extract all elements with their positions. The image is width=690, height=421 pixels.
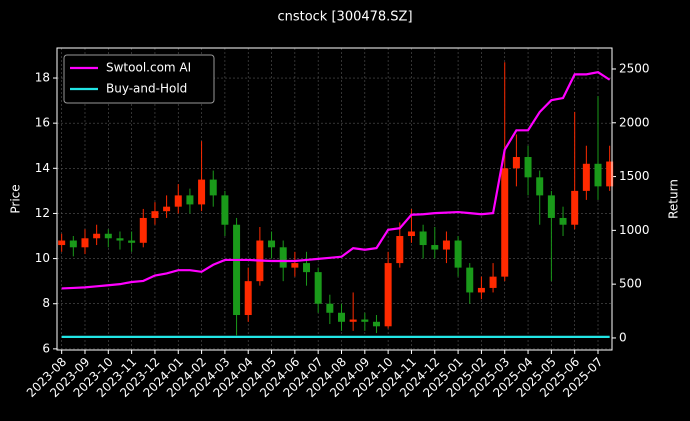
- legend-label: Swtool.com AI: [106, 61, 191, 75]
- candle-body: [524, 157, 532, 178]
- candle-body: [512, 157, 520, 169]
- candle-body: [268, 240, 276, 248]
- candle-body: [244, 281, 252, 316]
- y-tick-label: 6: [42, 341, 50, 355]
- y-tick-label: 16: [35, 116, 50, 130]
- candle-body: [407, 231, 415, 237]
- candle-body: [279, 247, 287, 268]
- candle-body: [477, 287, 485, 293]
- candle-body: [174, 195, 182, 207]
- candle-body: [431, 245, 439, 250]
- chart-title: cnstock [300478.SZ]: [277, 10, 412, 25]
- candle-body: [547, 195, 555, 218]
- candle-body: [594, 163, 602, 187]
- candle-body: [233, 224, 241, 316]
- candle-body: [198, 179, 206, 205]
- candle-body: [606, 161, 614, 187]
- y-axis-label: Price: [9, 184, 23, 213]
- candle-body: [396, 236, 404, 264]
- candle-body: [93, 233, 101, 239]
- candle-body: [384, 263, 392, 327]
- candle-body: [314, 272, 322, 304]
- candle-body: [361, 319, 369, 322]
- candle-body: [128, 240, 136, 243]
- candle-body: [139, 217, 147, 243]
- candle-body: [221, 195, 229, 225]
- candle-body: [81, 238, 89, 248]
- y2-tick-label: 0: [619, 330, 627, 344]
- candle-body: [442, 240, 450, 250]
- candle-body: [163, 206, 171, 212]
- y2-axis-label: Return: [667, 179, 681, 219]
- y-tick-label: 14: [35, 161, 50, 175]
- y-tick-label: 18: [35, 71, 50, 85]
- y2-tick-label: 2000: [619, 115, 650, 129]
- candle-body: [419, 231, 427, 246]
- candle-body: [209, 179, 217, 196]
- candle-body: [303, 263, 311, 273]
- candle-body: [559, 217, 567, 225]
- candle-body: [489, 276, 497, 288]
- candle-body: [104, 233, 112, 239]
- candle-body: [571, 190, 579, 225]
- candle-body: [582, 163, 590, 191]
- candle-body: [116, 238, 124, 241]
- candle-body: [466, 267, 474, 293]
- plot-frame: [56, 47, 613, 351]
- candle-body: [291, 263, 299, 268]
- y2-tick-label: 1500: [619, 169, 650, 183]
- candle-body: [349, 319, 357, 322]
- y-tick-label: 12: [35, 206, 50, 220]
- candle-body: [454, 240, 462, 268]
- legend-box: [63, 54, 215, 104]
- y-tick-label: 10: [35, 251, 50, 265]
- candle-body: [186, 195, 194, 205]
- y2-tick-label: 2500: [619, 61, 650, 75]
- y2-tick-label: 500: [619, 277, 642, 291]
- candle-body: [326, 303, 334, 313]
- y2-tick-label: 1000: [619, 223, 650, 237]
- candle-body: [151, 211, 159, 218]
- candle-body: [58, 240, 66, 246]
- candle-body: [536, 177, 544, 196]
- candle-body: [337, 312, 345, 322]
- candle-body: [501, 168, 509, 277]
- candle-body: [372, 321, 380, 327]
- return-line: [61, 71, 611, 290]
- legend-label: Buy-and-Hold: [106, 82, 187, 96]
- candle-body: [69, 240, 77, 248]
- y-tick-label: 8: [42, 296, 50, 310]
